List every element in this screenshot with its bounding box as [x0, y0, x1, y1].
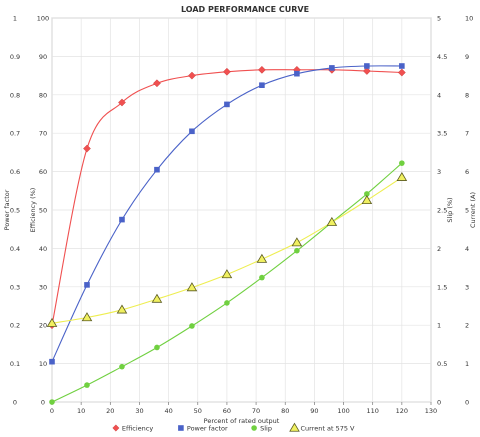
power-factor-tick-label: 0.6 [10, 168, 20, 176]
slip-tick-label: 2 [437, 245, 441, 253]
power-factor-tick-label: 0.5 [10, 207, 20, 215]
slip-tick-label: 0 [437, 399, 441, 407]
point-slip [84, 382, 90, 388]
efficiency-tick-label: 30 [39, 283, 47, 291]
efficiency-axis-label: Efficiency (%) [29, 188, 37, 233]
point-power-factor [329, 65, 335, 71]
chart-title: LOAD PERFORMANCE CURVE [181, 5, 309, 14]
legend-label-power-factor: Power factor [187, 424, 228, 432]
power-factor-tick-label: 0.1 [10, 360, 20, 368]
x-tick-label: 60 [223, 407, 231, 415]
x-tick-label: 50 [194, 407, 202, 415]
point-slip [154, 345, 160, 351]
x-tick-label: 0 [50, 407, 54, 415]
efficiency-tick-label: 20 [39, 322, 47, 330]
x-tick-label: 20 [106, 407, 114, 415]
slip-tick-label: 4.5 [437, 53, 447, 61]
slip-tick-label: 0.5 [437, 360, 447, 368]
point-power-factor [259, 82, 265, 88]
efficiency-tick-label: 40 [39, 245, 47, 253]
slip-tick-label: 3 [437, 168, 441, 176]
x-tick-label: 120 [396, 407, 408, 415]
current-tick-label: 3 [465, 283, 469, 291]
current-tick-label: 6 [465, 168, 469, 176]
x-tick-label: 40 [164, 407, 172, 415]
current-tick-label: 0 [465, 399, 469, 407]
slip-tick-label: 1 [437, 322, 441, 330]
power-factor-tick-label: 0.7 [10, 130, 20, 138]
power-factor-tick-label: 0.8 [10, 91, 20, 99]
x-tick-label: 70 [252, 407, 260, 415]
current-tick-label: 7 [465, 130, 469, 138]
current-tick-label: 9 [465, 53, 469, 61]
legend-marker-slip [251, 425, 257, 431]
point-power-factor [224, 102, 230, 108]
legend-marker-current-at-575-v [290, 423, 299, 431]
power-factor-axis-label: Power factor [3, 189, 11, 230]
current-tick-label: 4 [465, 245, 469, 253]
x-tick-label: 10 [77, 407, 85, 415]
point-power-factor [49, 359, 55, 365]
legend-label-efficiency: Efficiency [122, 424, 153, 432]
efficiency-tick-label: 50 [39, 207, 47, 215]
point-slip [119, 364, 125, 370]
x-tick-label: 110 [366, 407, 378, 415]
efficiency-tick-label: 90 [39, 53, 47, 61]
slip-tick-label: 3.5 [437, 130, 447, 138]
point-slip [49, 399, 55, 405]
x-tick-label: 130 [425, 407, 437, 415]
slip-tick-label: 5 [437, 15, 441, 23]
slip-axis-label: Slip (%) [446, 197, 454, 222]
point-slip [399, 160, 405, 166]
slip-tick-label: 4 [437, 91, 441, 99]
point-power-factor [189, 128, 195, 134]
legend-marker-power-factor [178, 425, 184, 431]
point-slip [294, 248, 300, 254]
power-factor-tick-label: 0.3 [10, 283, 20, 291]
point-slip [259, 275, 265, 281]
current-tick-label: 10 [465, 15, 473, 23]
point-power-factor [154, 167, 160, 173]
point-power-factor [84, 282, 90, 288]
legend-marker-efficiency [113, 425, 119, 431]
point-power-factor [119, 217, 125, 223]
efficiency-tick-label: 10 [39, 360, 47, 368]
point-power-factor [399, 63, 405, 69]
point-power-factor [294, 71, 300, 77]
legend-label-current-at-575-v: Current at 575 V [301, 424, 356, 432]
power-factor-tick-label: 0.4 [10, 245, 20, 253]
x-tick-label: 80 [281, 407, 289, 415]
efficiency-tick-label: 80 [39, 91, 47, 99]
point-slip [189, 323, 195, 329]
grid [52, 18, 431, 402]
current-axis-label: Current (A) [469, 192, 477, 228]
current-tick-label: 8 [465, 91, 469, 99]
efficiency-tick-label: 60 [39, 168, 47, 176]
current-tick-label: 1 [465, 360, 469, 368]
point-power-factor [364, 63, 370, 69]
power-factor-tick-label: 0 [13, 399, 17, 407]
legend-label-slip: Slip [260, 424, 272, 432]
current-tick-label: 2 [465, 322, 469, 330]
power-factor-tick-label: 1 [13, 15, 17, 23]
point-slip [224, 300, 230, 306]
power-factor-tick-label: 0.9 [10, 53, 20, 61]
efficiency-tick-label: 100 [37, 15, 49, 23]
efficiency-tick-label: 0 [41, 399, 45, 407]
x-tick-label: 30 [135, 407, 143, 415]
x-tick-label: 100 [337, 407, 349, 415]
x-tick-label: 90 [310, 407, 318, 415]
efficiency-tick-label: 70 [39, 130, 47, 138]
power-factor-tick-label: 0.2 [10, 322, 20, 330]
slip-tick-label: 1.5 [437, 283, 447, 291]
